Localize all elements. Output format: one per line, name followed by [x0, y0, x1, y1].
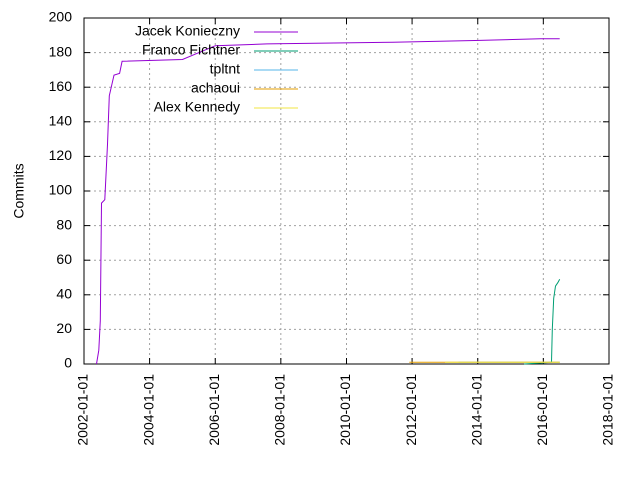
y-tick-label: 180: [49, 43, 73, 59]
x-tick-label: 2012-01-01: [403, 374, 419, 446]
legend-label: Jacek Konieczny: [135, 23, 240, 39]
plot-frame: [83, 17, 610, 365]
y-tick-label: 200: [49, 9, 73, 25]
legend-label: achaoui: [191, 80, 240, 96]
x-tick-label: 2002-01-01: [75, 374, 91, 446]
y-axis-label: Commits: [11, 163, 27, 218]
legend-label: Franco Fichtner: [142, 42, 240, 58]
x-tick-label: 2004-01-01: [140, 374, 156, 446]
legend-label: Alex Kennedy: [154, 99, 240, 115]
x-tick-label: 2018-01-01: [600, 374, 616, 446]
y-tick-label: 60: [56, 251, 72, 267]
legend-label: tpltnt: [210, 61, 240, 77]
y-tick-label: 40: [56, 286, 72, 302]
x-tick-label: 2016-01-01: [534, 374, 550, 446]
x-tick-label: 2010-01-01: [337, 374, 353, 446]
x-tick-label: 2008-01-01: [272, 374, 288, 446]
series-line: [524, 278, 561, 365]
x-tick-label: 2006-01-01: [206, 374, 222, 446]
y-tick-label: 140: [49, 113, 73, 129]
y-tick-label: 100: [49, 182, 73, 198]
y-tick-label: 160: [49, 78, 73, 94]
y-tick-label: 0: [64, 355, 72, 371]
y-tick-label: 80: [56, 216, 72, 232]
x-tick-label: 2014-01-01: [468, 374, 484, 446]
series-line: [96, 38, 560, 365]
y-tick-label: 120: [49, 147, 73, 163]
y-tick-label: 20: [56, 320, 72, 336]
